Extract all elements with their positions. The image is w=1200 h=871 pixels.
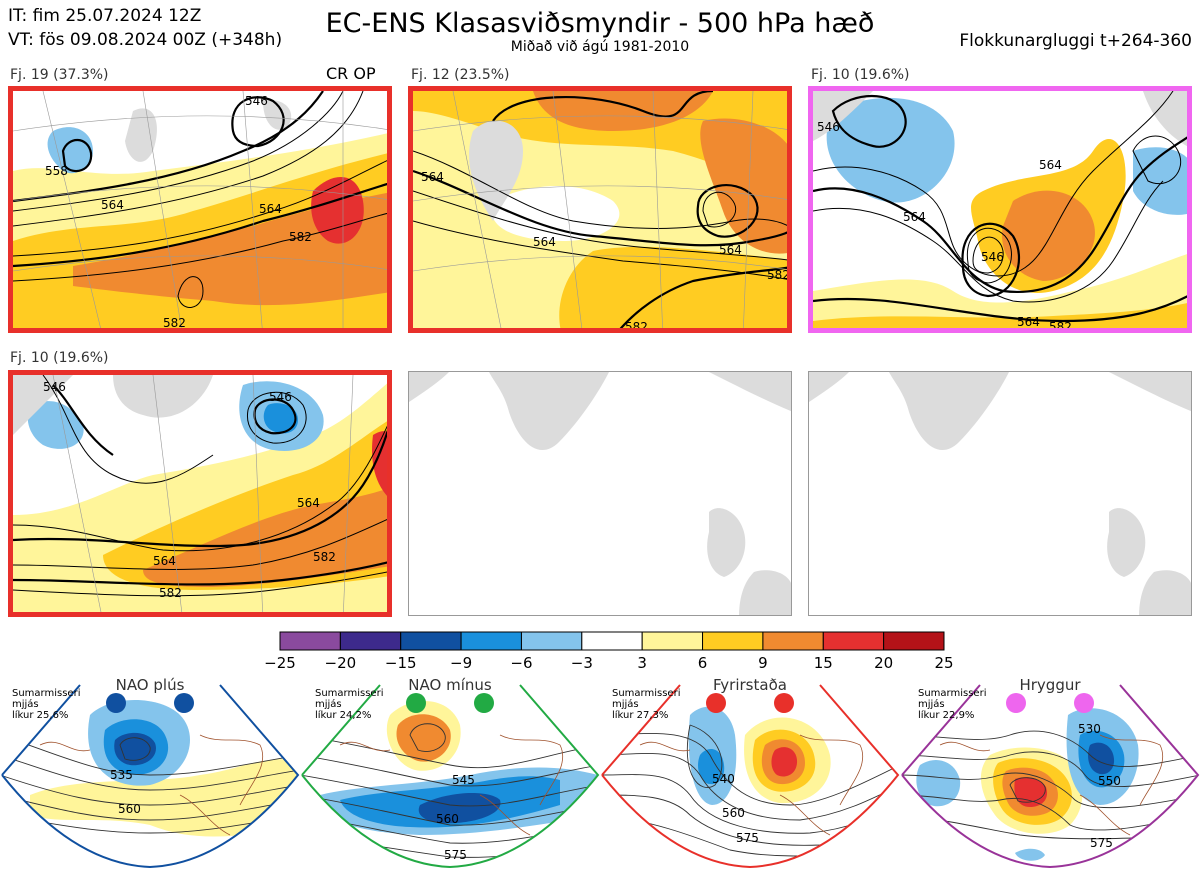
regimes-row: 535 560 545: [0, 675, 1200, 871]
contour-label: 558: [45, 164, 68, 178]
colorbar-tick-label: −20: [324, 654, 357, 672]
colorbar-bin: [762, 631, 824, 651]
contour-label: 560: [436, 812, 459, 826]
cluster-4-map: 546 564 564 582 582 546: [8, 370, 392, 617]
contour-label: 546: [817, 120, 840, 134]
regime-1-season: Sumarmisseri: [12, 688, 81, 699]
contour-label: 582: [767, 268, 790, 282]
regime-4-dot: [1006, 693, 1026, 713]
colorbar-tick-label: 25: [934, 654, 954, 672]
colorbar-bin: [339, 631, 402, 651]
contour-label: 564: [533, 235, 556, 249]
regime-1-prob: líkur 25,6%: [12, 710, 69, 721]
contour-label: 564: [297, 496, 320, 510]
cluster-1-label: Fj. 19 (37.3%): [10, 67, 109, 83]
regime-3-dot: [774, 693, 794, 713]
colorbar-tick-label: 20: [874, 654, 894, 672]
regime-3-season: Sumarmisseri: [612, 688, 681, 699]
contour-label: 582: [159, 586, 182, 600]
contour-label: 582: [1049, 320, 1072, 333]
cluster-4-label: Fj. 10 (19.6%): [10, 350, 109, 366]
contour-label: 564: [903, 210, 926, 224]
cluster-2-map: 564 564 564 582 582: [408, 86, 792, 333]
init-time: IT: fim 25.07.2024 12Z: [8, 6, 202, 26]
cluster-3-map: 546 564 564 546 564 582: [808, 86, 1192, 333]
contour-label: 535: [110, 768, 133, 782]
colorbar-tick-label: −6: [510, 654, 533, 672]
contour-label: 564: [101, 198, 124, 212]
contour-label: 582: [313, 550, 336, 564]
colorbar: [279, 631, 945, 651]
colorbar-bin: [400, 631, 462, 651]
colorbar-bin: [702, 631, 764, 651]
cluster-1-tag: CR OP: [326, 64, 376, 83]
regime-4-avg: mjjás: [918, 699, 945, 710]
colorbar-bin: [279, 631, 341, 651]
regime-3-avg: mjjás: [612, 699, 639, 710]
cluster-2-label: Fj. 12 (23.5%): [411, 67, 510, 83]
regime-2-avg: mjjás: [315, 699, 342, 710]
contour-label: 550: [1098, 774, 1121, 788]
regime-2-season: Sumarmisseri: [315, 688, 384, 699]
contour-label: 564: [421, 170, 444, 184]
regime-1-title: NAO plús: [115, 676, 185, 694]
regime-2-dot: [474, 693, 494, 713]
contour-label: 564: [719, 243, 742, 257]
regime-3-dot: [706, 693, 726, 713]
contour-label: 545: [452, 773, 475, 787]
classification-window: Flokkunargluggi t+264-360: [959, 31, 1192, 51]
cluster-3-label: Fj. 10 (19.6%): [811, 67, 910, 83]
regime-3-title: Fyrirstaða: [713, 676, 787, 694]
colorbar-tick-label: 15: [813, 654, 833, 672]
contour-label: 560: [118, 802, 141, 816]
empty-map-5: [408, 371, 792, 616]
contour-label: 564: [1039, 158, 1062, 172]
empty-map-6: [808, 371, 1192, 616]
colorbar-tick-label: 9: [758, 654, 768, 672]
colorbar-bin: [581, 631, 643, 651]
regime-4-title: Hryggur: [1019, 676, 1081, 694]
colorbar-bin: [460, 631, 522, 651]
colorbar-bin: [520, 631, 583, 651]
regime-1-dot: [174, 693, 194, 713]
contour-label: 564: [153, 554, 176, 568]
valid-time: VT: fös 09.08.2024 00Z (+348h): [8, 30, 283, 50]
regime-2-title: NAO mínus: [408, 676, 492, 694]
colorbar-bin: [822, 631, 885, 651]
contour-label: 546: [981, 250, 1004, 264]
regime-1-dot: [106, 693, 126, 713]
contour-label: 564: [1017, 315, 1040, 329]
page-subtitle: Miðað við ágú 1981-2010: [510, 39, 690, 55]
contour-label: 582: [163, 316, 186, 330]
contour-label: 575: [1090, 836, 1113, 850]
contour-label: 582: [625, 320, 648, 333]
colorbar-bin: [641, 631, 704, 651]
contour-label: 546: [43, 380, 66, 394]
colorbar-tick-label: 6: [697, 654, 708, 672]
contour-label: 575: [736, 831, 759, 845]
colorbar-tick-label: −3: [570, 654, 593, 672]
regime-4-season: Sumarmisseri: [918, 688, 987, 699]
colorbar-bin: [883, 631, 945, 651]
colorbar-tick-label: 3: [637, 654, 647, 672]
page-title: EC-ENS Klasasviðsmyndir - 500 hPa hæð: [325, 8, 875, 39]
contour-label: 575: [444, 848, 467, 862]
contour-label: 540: [712, 772, 735, 786]
colorbar-tick-label: −9: [450, 654, 473, 672]
colorbar-tick-label: −15: [384, 654, 417, 672]
cluster-1-map: 546 564 564 582 582 558: [8, 86, 392, 333]
regime-2-dot: [406, 693, 426, 713]
contour-label: 546: [269, 390, 292, 404]
contour-label: 564: [259, 202, 282, 216]
contour-label: 546: [245, 94, 268, 108]
colorbar-tick-label: −25: [264, 654, 296, 672]
regime-4-dot: [1074, 693, 1094, 713]
regime-3-prob: líkur 27,3%: [612, 710, 669, 721]
regime-1-avg: mjjás: [12, 699, 39, 710]
contour-label: 560: [722, 806, 745, 820]
regime-4-prob: líkur 22,9%: [918, 710, 975, 721]
contour-label: 582: [289, 230, 312, 244]
contour-label: 530: [1078, 722, 1101, 736]
regime-2-prob: líkur 24,2%: [315, 710, 372, 721]
